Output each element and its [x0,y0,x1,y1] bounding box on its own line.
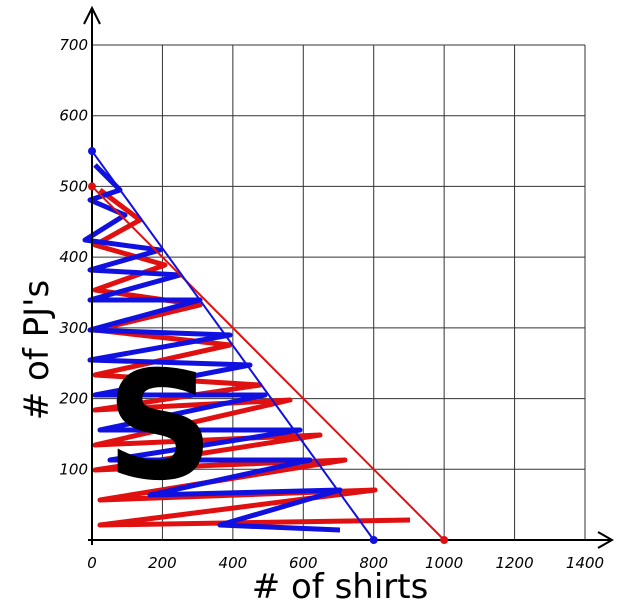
grid [91,44,586,540]
y-axis-title: # of PJ's [17,280,57,420]
x-axis-title: # of shirts [252,567,429,607]
y-tick-label: 400 [59,248,88,266]
x-tick-label: 1200 [495,554,533,572]
boundary-line [91,150,375,541]
x-tick-label: 0 [87,554,97,572]
x-tick-label: 400 [219,554,248,572]
intercept-point [440,536,449,544]
y-arrow [83,5,101,25]
y-tick-label: 300 [59,319,88,337]
x-tick-label: 800 [359,554,388,572]
x-arrow [597,531,615,549]
y-tick-label: 100 [59,460,88,478]
x-tick-label: 1000 [425,554,463,572]
x-tick-label: 1400 [566,554,604,572]
boundary-line [91,185,445,541]
x-tick-label: 200 [148,554,177,572]
intercept-point [88,182,96,191]
x-tick-label: 600 [289,554,318,572]
y-tick-label: 500 [59,177,88,195]
y-tick-label: 700 [59,36,88,54]
intercept-point [88,147,96,156]
region-label: S [106,340,214,514]
intercept-point [369,536,378,544]
y-tick-label: 200 [59,390,88,408]
y-tick-label: 600 [59,107,88,125]
